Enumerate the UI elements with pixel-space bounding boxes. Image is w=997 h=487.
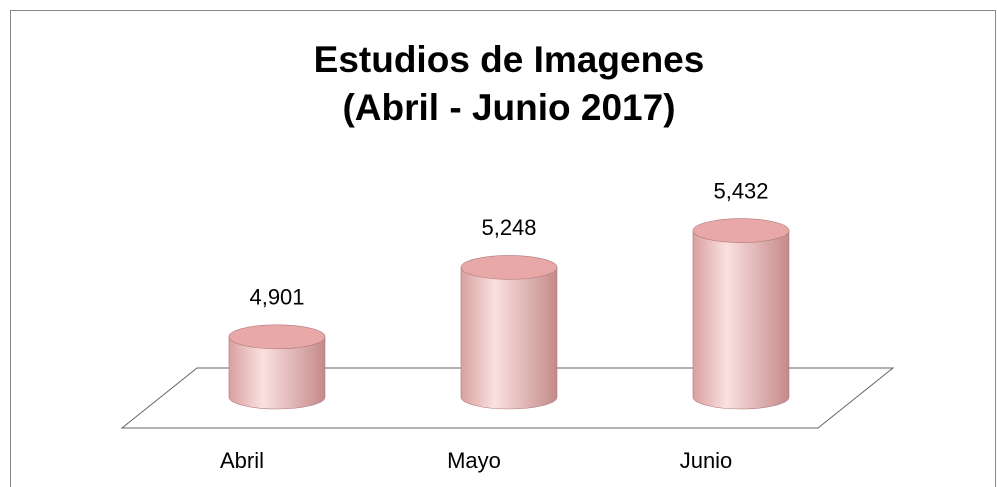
value-label: 5,248 (481, 215, 536, 240)
cylinder-top (692, 218, 790, 243)
cylinder-top (460, 255, 558, 280)
cylinder (692, 230, 790, 410)
cylinder (228, 336, 326, 410)
chart-title: (Abril - Junio 2017) (342, 87, 675, 128)
x-tick-label: Junio (680, 448, 733, 473)
x-tick-label: Abril (220, 448, 264, 473)
x-tick-label: Mayo (447, 448, 501, 473)
value-label: 5,432 (713, 178, 768, 203)
value-label: 4,901 (249, 285, 304, 310)
chart-title: Estudios de Imagenes (314, 39, 705, 80)
cylinder (460, 267, 558, 410)
cylinder-top (228, 324, 326, 350)
chart-frame (10, 10, 996, 487)
